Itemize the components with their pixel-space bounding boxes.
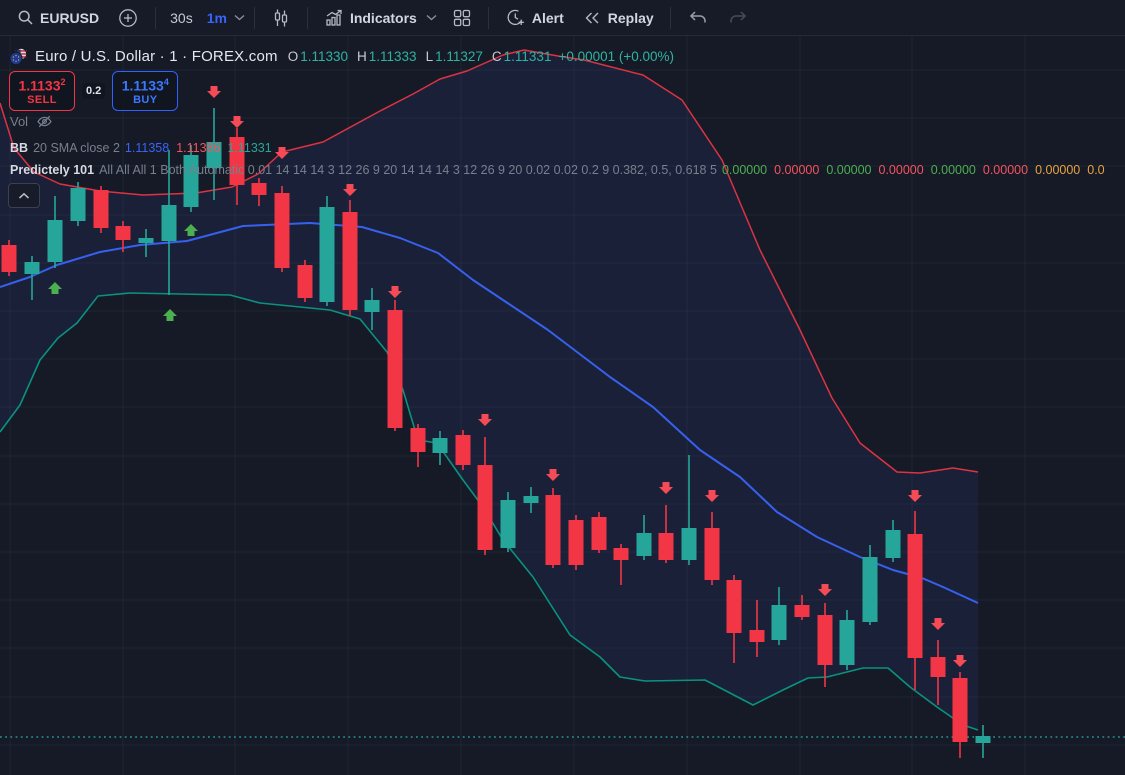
alert-icon (505, 7, 526, 28)
replay-button[interactable]: Replay (575, 4, 661, 32)
sell-button[interactable]: 1.11332 SELL (9, 71, 75, 111)
collapse-legend-button[interactable] (8, 183, 40, 208)
predictely-params: All All All 1 Both Automatic 0.01 14 14 … (99, 163, 717, 177)
undo-icon (687, 9, 709, 27)
indicator-value: 0.00000 (982, 163, 1029, 177)
signal-markers (48, 86, 967, 667)
symbol-name: EURUSD (40, 9, 100, 26)
compare-add-icon (117, 7, 139, 29)
indicators-label: Indicators (349, 9, 417, 26)
predictely-values: 0.00000 0.00000 0.00000 0.00000 0.00000 0.000… (722, 163, 1112, 177)
alert-label: Alert (531, 9, 564, 26)
toolbar-separator (253, 6, 255, 29)
bb-name: BB (10, 141, 29, 155)
indicator-value: 0.00000 (878, 163, 924, 177)
layout-grid-button[interactable] (445, 4, 479, 32)
volume-legend[interactable]: Vol (10, 113, 53, 130)
redo-button[interactable] (720, 5, 756, 31)
ohlc-item: H 1.11333 (357, 49, 417, 64)
buy-label: BUY (133, 93, 158, 106)
bollinger-legend[interactable]: BB 20 SMA close 2 1.11358 1.11386 1.11331 (10, 141, 1125, 155)
indicator-value: 1.11386 (176, 141, 221, 155)
bb-params: 20 SMA close 2 (33, 141, 120, 155)
undo-button[interactable] (680, 5, 716, 31)
redo-icon (727, 9, 749, 27)
toolbar-separator (155, 6, 157, 29)
interval-30s[interactable]: 30s (170, 9, 193, 26)
volume-label: Vol (10, 114, 29, 129)
indicator-value: 0.00000 (721, 163, 768, 177)
predictely-legend[interactable]: Predictely 101 All All All 1 Both Automat… (10, 163, 1125, 177)
indicator-value: 0.00000 (1035, 163, 1081, 177)
indicator-value: 0.0 (1087, 163, 1105, 177)
candles-layer (1, 108, 991, 758)
search-icon (17, 9, 34, 26)
indicator-value: 0.00000 (826, 163, 872, 177)
alert-button[interactable]: Alert (498, 3, 571, 32)
symbol-flag-icon (9, 47, 28, 66)
indicator-value: 0.00000 (774, 163, 820, 177)
replay-icon (582, 8, 602, 28)
chevron-up-icon (18, 192, 30, 199)
sell-price: 1.11332 (18, 77, 66, 94)
indicator-value: 0.00000 (930, 163, 976, 177)
sell-label: SELL (27, 93, 57, 106)
toolbar-separator (487, 6, 489, 29)
replay-label: Replay (607, 9, 654, 26)
top-toolbar: EURUSD 30s 1m (0, 0, 1125, 36)
ohlc-item: C 1.11331 (491, 49, 552, 64)
toolbar-separator (669, 6, 671, 29)
indicators-icon (324, 8, 344, 28)
indicator-value: 1.11331 (227, 141, 272, 155)
order-panel: 1.11332 SELL 0.2 1.11334 BUY (9, 71, 179, 111)
predictely-name: Predictely 101 (10, 163, 95, 177)
chart-type-button[interactable] (264, 4, 298, 32)
eye-off-icon[interactable] (36, 113, 53, 130)
ohlc-item: L 1.11327 (425, 49, 483, 64)
layout-grid-icon (452, 8, 472, 28)
price-change: +0.00001 (+0.00%) (558, 49, 675, 64)
toolbar-separator (306, 6, 308, 29)
buy-price: 1.11334 (121, 77, 169, 94)
interval-chevron-icon[interactable] (234, 14, 245, 21)
indicators-button[interactable]: Indicators (317, 4, 424, 32)
symbol-legend[interactable]: Euro / U.S. Dollar · 1 · FOREX.com O 1.11… (9, 47, 674, 66)
interval-1m[interactable]: 1m (206, 9, 227, 26)
buy-button[interactable]: 1.11334 BUY (112, 71, 179, 111)
ohlc-item: O 1.11330 (287, 49, 349, 64)
indicator-value: 1.11358 (124, 141, 170, 155)
bb-values: 1.11358 1.11386 1.11331 (125, 141, 279, 155)
chart-type-icon (271, 8, 291, 28)
ohlc-values: O 1.11330 H 1.11333 L 1.11327 C 1.11331 (288, 49, 552, 64)
symbol-title[interactable]: Euro / U.S. Dollar · 1 · FOREX.com (35, 48, 278, 65)
compare-add-symbol-button[interactable] (110, 3, 146, 33)
indicators-chevron-icon[interactable] (426, 14, 437, 21)
symbol-search-button[interactable]: EURUSD (10, 5, 106, 30)
spread-value: 0.2 (82, 82, 106, 99)
